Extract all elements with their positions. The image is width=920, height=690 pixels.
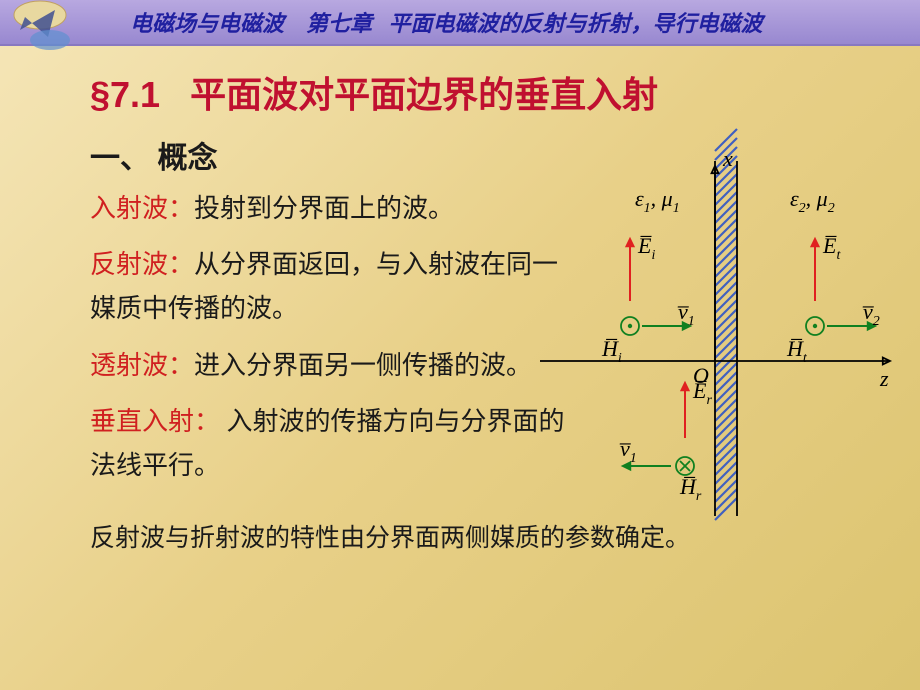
svg-text:ε1, μ1: ε1, μ1 [635,186,680,216]
term-incident: 入射波： [90,194,194,223]
diagram-svg: xzOε1, μ1ε2, μ2E̅iH̅iv̅1E̅tH̅tv̅2E̅rH̅rv… [540,161,900,521]
definition-normal: 垂直入射： 入射波的传播方向与分界面的法线平行。 [90,400,570,488]
chapter-title: 平面电磁波的反射与折射，导行电磁波 [389,11,763,36]
header-text: 电磁场与电磁波 第七章 平面电磁波的反射与折射，导行电磁波 [130,6,763,38]
section-title: §7.1 平面波对平面边界的垂直入射 [90,66,890,118]
definition-incident: 入射波：投射到分界面上的波。 [90,187,570,231]
svg-text:ε2, μ2: ε2, μ2 [790,186,835,216]
svg-text:z: z [879,366,889,391]
definition-transmitted: 透射波：进入分界面另一侧传播的波。 [90,344,570,388]
term-normal: 垂直入射： [90,407,220,436]
svg-text:E̅i: E̅i [637,233,655,263]
chapter-number: 第七章 [306,11,372,36]
svg-text:x: x [722,146,733,171]
wave-diagram: xzOε1, μ1ε2, μ2E̅iH̅iv̅1E̅tH̅tv̅2E̅rH̅rv… [540,161,900,521]
text-incident: 投射到分界面上的波。 [194,194,454,223]
svg-text:v̅1: v̅1 [619,436,637,466]
svg-text:E̅r: E̅r [692,378,712,408]
definition-reflected: 反射波：从分界面返回，与入射波在同一媒质中传播的波。 [90,243,570,331]
course-name: 电磁场与电磁波 [130,11,284,36]
header-bar: 电磁场与电磁波 第七章 平面电磁波的反射与折射，导行电磁波 [0,0,920,46]
term-transmitted: 透射波： [90,351,194,380]
section-number: §7.1 [90,74,160,115]
section-name: 平面波对平面边界的垂直入射 [190,74,658,115]
svg-text:H̅r: H̅r [679,474,702,504]
footer-statement: 反射波与折射波的特性由分界面两侧媒质的参数确定。 [90,518,890,554]
svg-text:E̅t: E̅t [822,233,841,263]
content-area: §7.1 平面波对平面边界的垂直入射 一、 概念 入射波：投射到分界面上的波。 … [0,46,920,574]
term-reflected: 反射波： [90,250,194,279]
text-transmitted: 进入分界面另一侧传播的波。 [194,351,532,380]
